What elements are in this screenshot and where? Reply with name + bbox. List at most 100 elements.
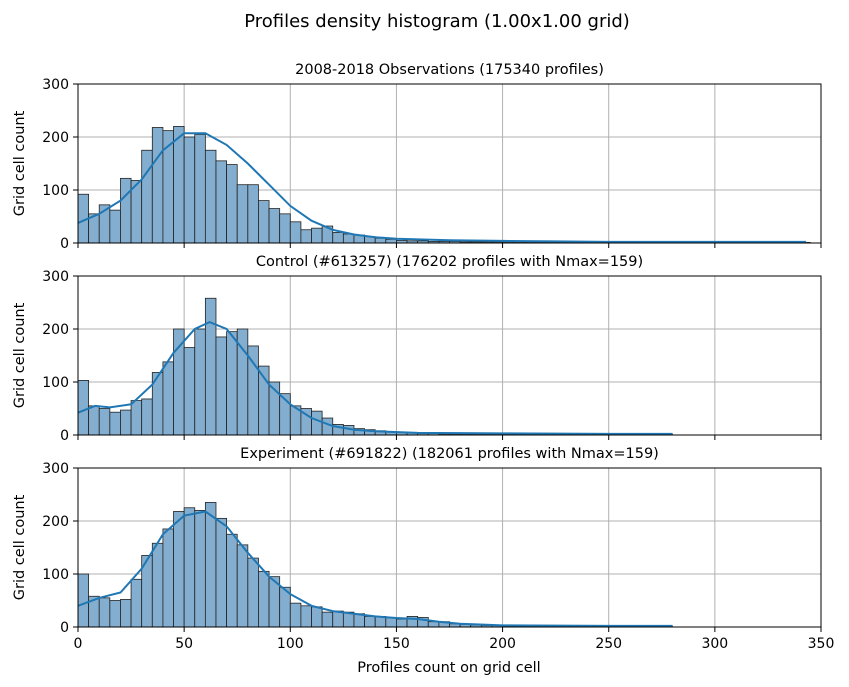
y-tick-label: 0: [60, 428, 69, 444]
y-tick-label: 200: [42, 514, 69, 530]
histogram-bar: [162, 528, 174, 628]
histogram-bar: [236, 184, 249, 244]
histogram-bar: [300, 605, 312, 628]
histogram-bar: [183, 507, 196, 628]
histogram-bar: [226, 164, 238, 244]
x-tick-label: 350: [808, 636, 835, 652]
y-tick-label: 0: [60, 620, 69, 636]
histogram-bar: [204, 297, 217, 436]
histogram-bar: [194, 509, 206, 628]
y-tick-label: 0: [60, 236, 69, 252]
x-tick-label: 300: [701, 636, 728, 652]
y-axis-label: Grid cell count: [12, 494, 28, 600]
histogram-bar: [88, 405, 100, 436]
y-tick-label: 100: [42, 375, 69, 391]
x-tick-label: 0: [74, 636, 83, 652]
panel-title: Experiment (#691822) (182061 profiles wi…: [240, 446, 659, 462]
histogram-bar: [151, 127, 164, 244]
histogram-bar: [279, 213, 291, 244]
histogram-bar: [332, 231, 344, 244]
histogram-bar: [396, 618, 408, 628]
histogram-bar: [204, 149, 217, 244]
histogram-bar: [173, 328, 185, 436]
panel-title: Control (#613257) (176202 profiles with …: [256, 254, 643, 270]
histogram-bar: [258, 570, 270, 628]
histogram-bar: [173, 126, 185, 244]
histogram-bar: [109, 209, 121, 244]
histogram-bar: [130, 578, 143, 628]
histogram-bar: [215, 336, 228, 436]
histogram-bar: [109, 411, 121, 436]
histogram-bars: [77, 297, 673, 436]
histogram-bar: [183, 347, 196, 436]
histogram-bar: [98, 597, 111, 628]
histogram-bar: [311, 606, 323, 628]
histogram-bar: [162, 361, 174, 436]
histogram-bar: [258, 200, 270, 244]
x-tick-label: 50: [175, 636, 193, 652]
panel-2: Control (#613257) (176202 profiles with …: [12, 254, 822, 444]
histogram-bar: [204, 502, 217, 628]
histogram-bar: [300, 229, 312, 244]
y-axis-label: Grid cell count: [12, 110, 28, 216]
histogram-bar: [141, 149, 153, 244]
histogram-bar: [194, 133, 206, 244]
figure-title: Profiles density histogram (1.00x1.00 gr…: [244, 11, 630, 32]
axes-frame: [77, 83, 822, 244]
kde-line: [77, 132, 807, 243]
x-tick-label: 100: [277, 636, 304, 652]
axes-frame: [77, 467, 822, 628]
histogram-bar: [385, 238, 397, 244]
histogram-bar: [374, 237, 387, 244]
x-tick-label: 250: [595, 636, 622, 652]
histogram-bar: [321, 611, 334, 628]
histogram-bar: [194, 328, 206, 436]
y-axis-label: Grid cell count: [12, 302, 28, 408]
x-axis-label: Profiles count on grid cell: [357, 660, 540, 676]
histogram-bar: [130, 400, 143, 436]
histogram-bar: [289, 602, 302, 628]
histogram-bar: [236, 544, 249, 628]
y-tick-label: 200: [42, 322, 69, 338]
histogram-bar: [77, 380, 90, 436]
kde-line: [77, 510, 673, 627]
histogram-bar: [226, 533, 238, 628]
panels: 2008-2018 Observations (175340 profiles)…: [12, 62, 834, 652]
histogram-bar: [141, 398, 153, 436]
histogram-bar: [120, 409, 132, 436]
histogram-bar: [247, 184, 259, 244]
panel-title: 2008-2018 Observations (175340 profiles): [295, 62, 604, 78]
histogram-bar: [120, 599, 132, 628]
histogram-bar: [321, 417, 334, 436]
histogram-bar: [215, 517, 228, 628]
panel-1: 2008-2018 Observations (175340 profiles)…: [12, 62, 822, 252]
histogram-bar: [98, 408, 111, 436]
histogram-bar: [311, 227, 323, 244]
histogram-bar: [247, 557, 259, 628]
histogram-bar: [385, 617, 397, 628]
histogram-bar: [151, 542, 164, 628]
y-tick-label: 200: [42, 130, 69, 146]
histogram-bars: [77, 126, 811, 244]
y-tick-label: 300: [42, 461, 69, 477]
histogram-bar: [289, 221, 302, 244]
y-tick-label: 300: [42, 77, 69, 93]
histogram-bar: [332, 610, 344, 628]
panel-3: Experiment (#691822) (182061 profiles wi…: [12, 446, 834, 652]
axes-frame: [77, 275, 822, 436]
histogram-bar: [268, 208, 281, 244]
y-tick-label: 300: [42, 269, 69, 285]
histogram-bar: [109, 600, 121, 628]
y-tick-label: 100: [42, 183, 69, 199]
x-tick-label: 200: [489, 636, 516, 652]
kde-line: [77, 321, 673, 435]
histogram-bar: [311, 410, 323, 436]
y-tick-label: 100: [42, 567, 69, 583]
histogram-bar: [77, 573, 90, 628]
histogram-bar: [120, 177, 132, 244]
histogram-bar: [162, 130, 174, 244]
histogram-bar: [173, 511, 185, 628]
x-tick-label: 150: [383, 636, 410, 652]
histogram-bar: [364, 616, 376, 628]
histogram-bar: [215, 160, 228, 244]
